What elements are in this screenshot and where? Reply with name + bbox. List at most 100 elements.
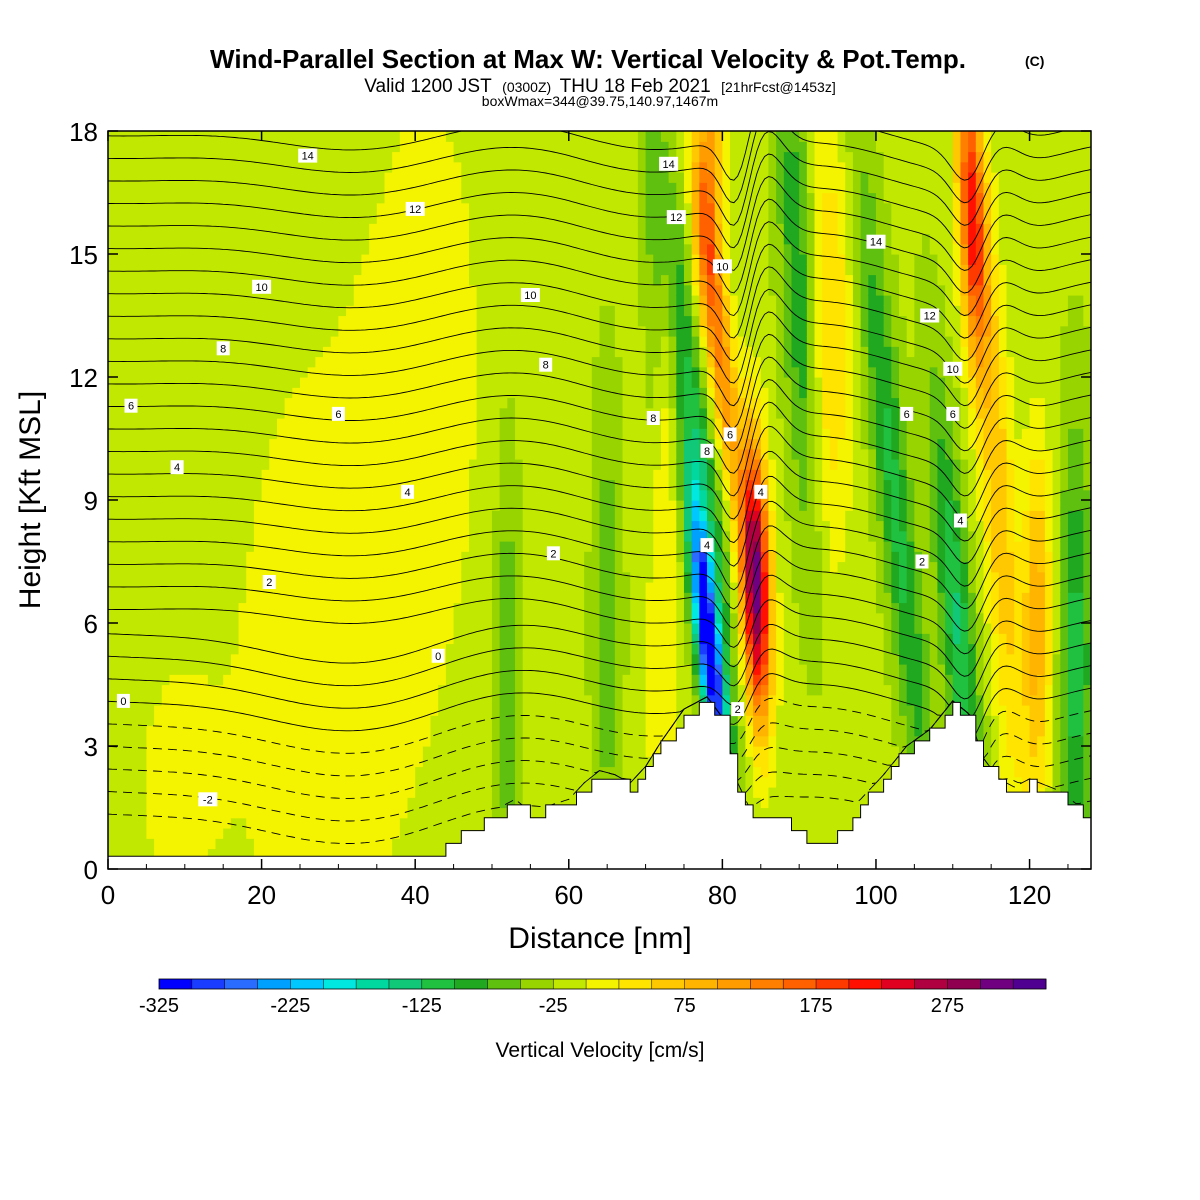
velocity-cell <box>323 797 332 809</box>
velocity-cell <box>108 633 117 645</box>
velocity-cell <box>553 469 562 481</box>
velocity-cell <box>599 192 608 204</box>
velocity-cell <box>353 479 363 491</box>
velocity-cell <box>376 797 386 809</box>
velocity-cell <box>522 315 531 327</box>
velocity-cell <box>154 787 163 798</box>
velocity-cell <box>430 735 439 747</box>
velocity-cell <box>361 735 370 747</box>
velocity-cell <box>223 643 232 655</box>
velocity-cell <box>576 295 585 306</box>
velocity-cell <box>246 366 255 378</box>
velocity-cell <box>353 407 363 419</box>
velocity-cell <box>591 500 601 511</box>
velocity-cell <box>215 315 224 327</box>
velocity-cell <box>361 582 370 593</box>
velocity-cell <box>299 202 309 214</box>
velocity-cell <box>430 807 439 819</box>
velocity-cell <box>292 582 301 593</box>
velocity-cell <box>346 284 355 296</box>
velocity-cell <box>238 182 247 194</box>
velocity-cell <box>307 776 316 788</box>
velocity-cell <box>161 254 171 265</box>
velocity-cell <box>215 725 224 737</box>
velocity-cell <box>292 325 301 337</box>
velocity-cell <box>307 325 316 337</box>
velocity-cell <box>407 305 416 317</box>
velocity-cell <box>246 746 255 757</box>
velocity-cell <box>115 817 124 829</box>
velocity-cell <box>161 674 171 686</box>
velocity-cell <box>184 684 194 696</box>
velocity-cell <box>207 551 217 563</box>
velocity-cell <box>491 571 501 583</box>
velocity-cell <box>207 172 217 183</box>
velocity-cell <box>484 623 493 634</box>
velocity-cell <box>507 459 516 470</box>
velocity-cell <box>376 725 386 737</box>
velocity-cell <box>507 346 516 358</box>
velocity-cell <box>491 766 501 778</box>
velocity-cell <box>215 602 224 614</box>
velocity-cell <box>376 643 386 655</box>
velocity-cell <box>561 325 570 337</box>
velocity-cell <box>376 397 386 409</box>
velocity-cell <box>246 407 255 419</box>
velocity-cell <box>515 582 524 593</box>
velocity-cell <box>223 602 232 614</box>
velocity-cell <box>353 397 363 409</box>
velocity-cell <box>261 469 270 481</box>
velocity-cell <box>468 530 478 542</box>
velocity-cell <box>292 612 301 624</box>
velocity-cell <box>131 438 140 450</box>
velocity-cell <box>376 469 386 481</box>
velocity-cell <box>330 243 339 255</box>
velocity-cell <box>346 787 355 798</box>
velocity-cell <box>330 551 339 563</box>
velocity-cell <box>637 735 647 747</box>
velocity-cell <box>169 428 178 440</box>
velocity-cell <box>192 828 201 839</box>
velocity-cell <box>584 612 593 624</box>
velocity-cell <box>522 694 531 706</box>
velocity-cell <box>591 161 601 173</box>
velocity-cell <box>369 807 378 819</box>
velocity-cell <box>146 459 155 470</box>
velocity-cell <box>261 725 270 737</box>
velocity-cell <box>461 284 470 296</box>
velocity-cell <box>553 387 562 399</box>
velocity-cell <box>276 807 286 819</box>
velocity-cell <box>568 664 578 675</box>
velocity-cell <box>415 530 424 542</box>
velocity-cell <box>445 315 455 327</box>
velocity-cell <box>561 407 570 419</box>
velocity-cell <box>392 448 401 460</box>
velocity-cell <box>591 725 601 737</box>
velocity-cell <box>630 213 639 224</box>
velocity-cell <box>154 243 163 255</box>
velocity-cell <box>438 254 447 265</box>
velocity-cell <box>253 623 263 634</box>
velocity-cell <box>307 141 316 153</box>
velocity-cell <box>200 377 209 388</box>
velocity-cell <box>399 643 409 655</box>
velocity-cell <box>453 387 462 399</box>
velocity-cell <box>276 448 286 460</box>
velocity-cell <box>246 469 255 481</box>
velocity-cell <box>637 725 647 737</box>
velocity-cell <box>384 817 393 829</box>
velocity-cell <box>154 684 163 696</box>
velocity-cell <box>553 653 562 665</box>
velocity-cell <box>591 387 601 399</box>
velocity-cell <box>146 715 155 727</box>
velocity-cell <box>422 428 432 440</box>
velocity-cell <box>599 756 608 768</box>
velocity-cell <box>338 776 347 788</box>
velocity-cell <box>515 315 524 327</box>
velocity-cell <box>253 674 263 686</box>
velocity-cell <box>461 315 470 327</box>
velocity-cell <box>330 172 339 183</box>
velocity-cell <box>192 172 201 183</box>
velocity-cell <box>307 756 316 768</box>
velocity-cell <box>576 684 585 696</box>
